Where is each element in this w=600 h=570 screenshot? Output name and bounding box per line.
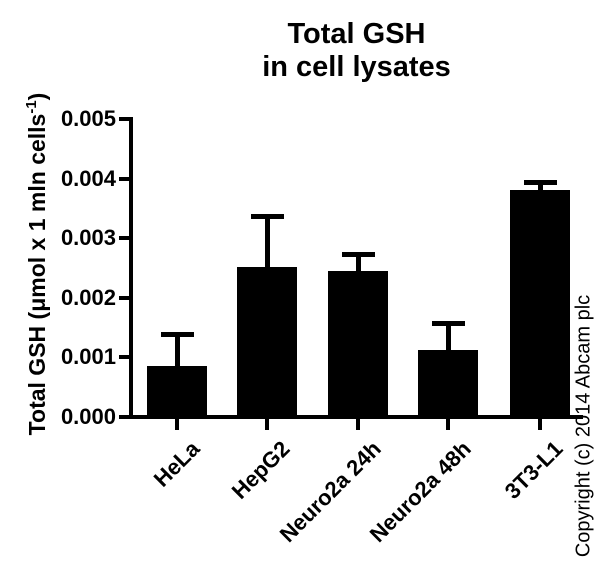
error-bar-stem <box>265 216 270 273</box>
x-axis-line <box>129 415 583 419</box>
error-bar-stem <box>356 254 361 277</box>
chart-title-line1: Total GSH <box>287 18 426 50</box>
y-tick <box>119 295 129 300</box>
x-tick <box>175 419 179 430</box>
y-tick <box>119 355 129 360</box>
bar-hela <box>147 366 207 417</box>
copyright-text: Copyright (c) 2014 Abcam plc <box>572 294 595 558</box>
bar-3t3-l1 <box>510 189 570 417</box>
y-tick-label: 0.003 <box>60 225 116 251</box>
y-axis-line <box>129 117 133 419</box>
chart-title-line2: in cell lysates <box>262 51 451 83</box>
error-bar-cap <box>524 180 557 186</box>
error-bar-stem <box>538 182 543 196</box>
bar-neuro2a-24h <box>328 270 388 417</box>
error-bar-cap <box>161 331 194 337</box>
error-bar-cap <box>251 214 284 220</box>
x-tick-label: HeLa <box>148 436 205 492</box>
x-tick <box>446 419 450 430</box>
y-tick-label: 0.001 <box>60 344 116 370</box>
y-tick <box>119 117 129 121</box>
error-bar-stem <box>175 333 180 373</box>
x-tick <box>538 419 542 430</box>
error-bar-stem <box>446 322 451 357</box>
y-tick-label: 0.002 <box>60 284 116 310</box>
y-tick-label: 0.004 <box>60 165 116 191</box>
y-tick <box>119 415 129 419</box>
x-tick <box>356 419 360 430</box>
bar-hepg2 <box>237 266 297 417</box>
y-tick-label: 0.005 <box>60 106 116 131</box>
error-bar-cap <box>432 320 465 326</box>
error-bar-cap <box>342 252 375 258</box>
x-tick-label: 3T3-L1 <box>499 436 568 504</box>
chart-title: Total GSH in cell lysates <box>133 18 580 84</box>
y-tick <box>119 176 129 181</box>
bar-neuro2a-48h <box>418 350 478 417</box>
x-tick-label: HepG2 <box>226 436 295 504</box>
y-tick-label: 0.000 <box>60 404 116 429</box>
y-tick <box>119 236 129 241</box>
x-tick <box>265 419 269 430</box>
